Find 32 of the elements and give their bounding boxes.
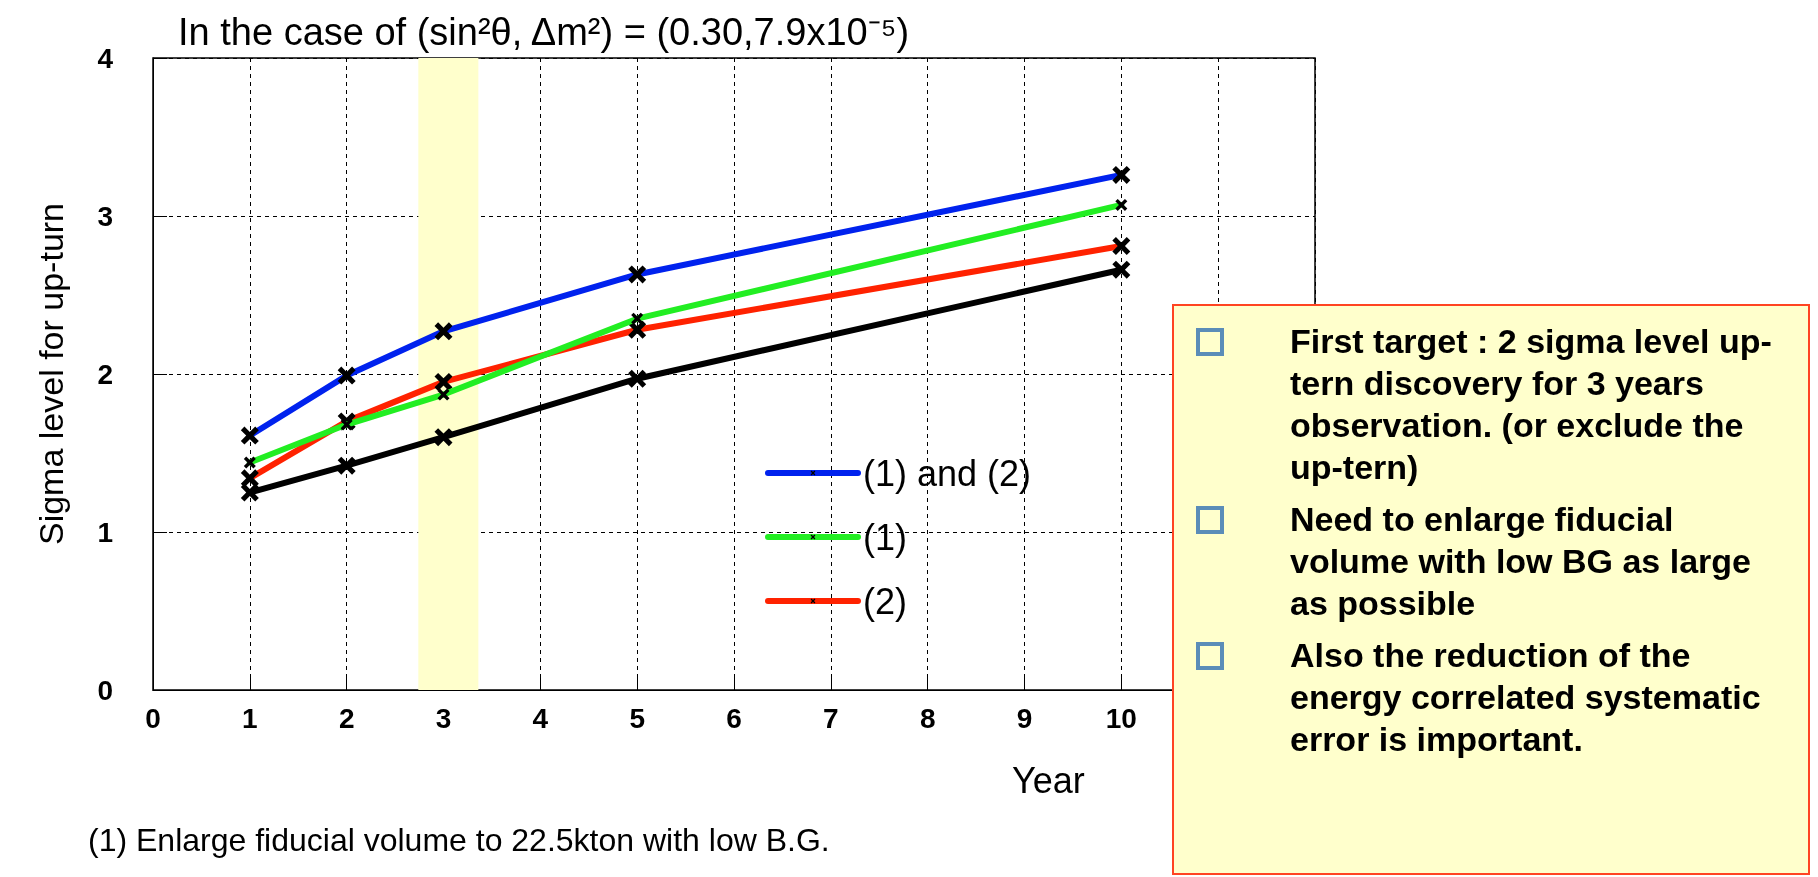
- x-tick-label: 3: [435, 702, 452, 734]
- y-axis-title: Sigma level for up-turn: [32, 202, 70, 546]
- x-tick-label: 0: [145, 702, 161, 734]
- annotation: First target : 2 sigma level up-tern discovery for 3 years observation. (or exclude the up-tern): [1290, 321, 1773, 488]
- legend-label: (1) and (2): [863, 452, 1032, 494]
- x-tick-label: 10: [1105, 702, 1137, 734]
- chart-title: In the case of (sin²θ, Δm²) = (0.30,7.9x10⁻⁵): [178, 10, 910, 55]
- y-tick-label: 3: [97, 200, 113, 232]
- point: [240, 483, 259, 502]
- point: [628, 369, 647, 388]
- annotation: Need to enlarge fiducial volume with low BG as large as possible: [1290, 499, 1752, 624]
- x-tick-label: 5: [629, 702, 645, 734]
- legend-label: (2): [863, 580, 907, 622]
- point: [1112, 260, 1131, 279]
- x-axis-title: Year: [1012, 760, 1085, 802]
- text: (1) Enlarge fiducial volume to 22.5kton with low B.G.: [88, 822, 830, 859]
- point: [434, 428, 453, 447]
- annotation: Also the reduction of the energy correlated systematic error is important.: [1290, 635, 1762, 760]
- x-tick-label: 9: [1016, 702, 1033, 734]
- y-tick-label: 1: [97, 516, 113, 548]
- x-tick-label: 1: [242, 702, 258, 734]
- point: [337, 456, 356, 475]
- legend-label: (1): [863, 516, 907, 558]
- y-tick-label: 4: [97, 42, 114, 74]
- x-tick-label: 6: [726, 702, 742, 734]
- x-tick-label: 7: [823, 702, 839, 734]
- note-box: First target : 2 sigma level up-tern discovery for 3 years observation. (or exclude the up-tern) Need to enlarge fiducial volume with low BG as large as possible Also the reduction of the energy correlated systematic error is important.: [1172, 304, 1810, 875]
- x-tick-label: 2: [338, 702, 355, 734]
- x-tick-label: 8: [919, 702, 936, 734]
- x-tick-label: 4: [532, 702, 549, 734]
- y-tick-label: 2: [97, 358, 113, 390]
- y-tick-label: 0: [97, 674, 113, 706]
